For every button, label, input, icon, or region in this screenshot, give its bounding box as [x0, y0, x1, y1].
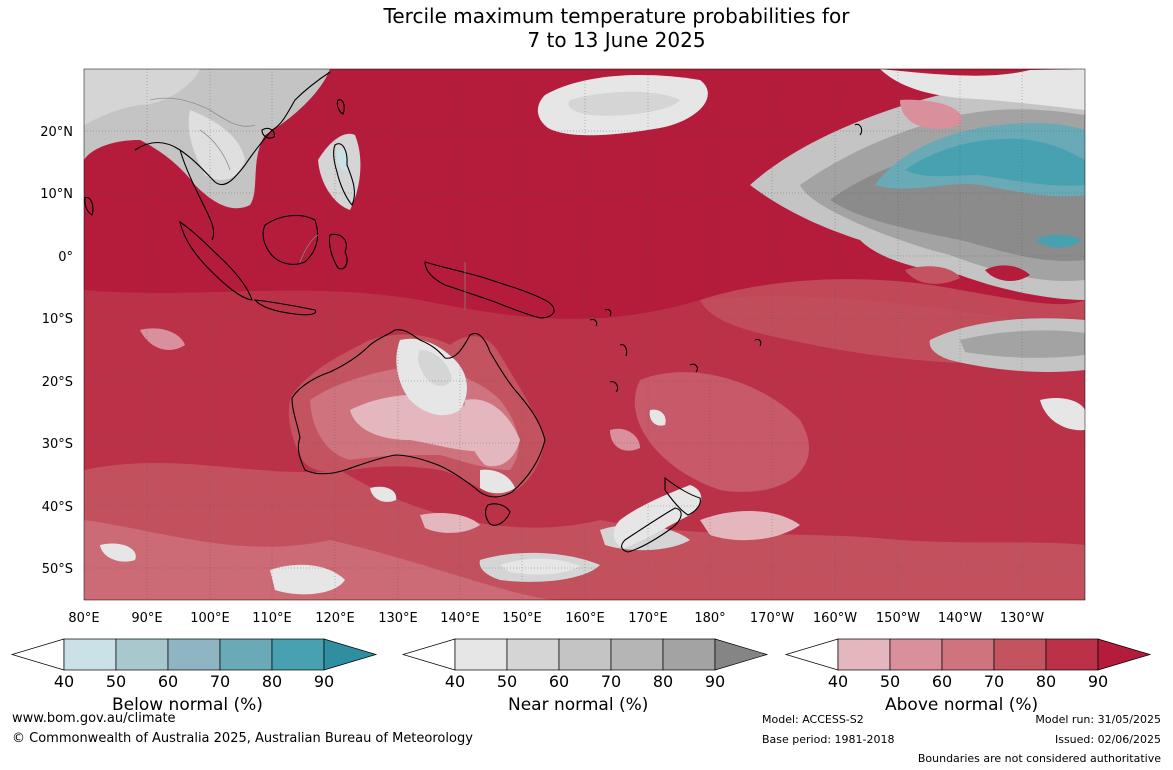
colorbar-above-tick: 60	[932, 672, 952, 691]
lon-label: 100°E	[190, 611, 230, 626]
colorbar-below-swatch	[115, 638, 169, 671]
lon-label: 140°E	[440, 611, 480, 626]
colorbar-above-swatch	[993, 638, 1047, 671]
colorbar-above-swatch	[889, 638, 943, 671]
model-run: Model run: 31/05/2025	[1035, 713, 1161, 726]
lat-label: 20°N	[40, 125, 73, 140]
colorbar-above-tick: 40	[828, 672, 848, 691]
title-line-1: Tercile maximum temperature probabilitie…	[383, 4, 850, 28]
colorbar-below-tick: 90	[314, 672, 334, 691]
colorbar-below-swatch	[167, 638, 221, 671]
title-line-2: 7 to 13 June 2025	[527, 28, 706, 52]
colorbar-above-tick: 50	[880, 672, 900, 691]
boundaries-disclaimer: Boundaries are not considered authoritat…	[917, 752, 1161, 765]
colorbar-label-above: Above normal (%)	[885, 695, 1039, 715]
colorbar-near-tick: 70	[601, 672, 621, 691]
colorbar-near-swatch	[610, 638, 664, 671]
lat-label: 10°S	[42, 312, 73, 327]
base-period: Base period: 1981-2018	[762, 733, 895, 746]
lat-label: 20°S	[42, 375, 73, 390]
colorbar-above-lower-extend	[784, 638, 839, 671]
colorbar-below-tick: 50	[106, 672, 126, 691]
colorbar-near-swatch	[662, 638, 716, 671]
colorbar-near-swatch	[558, 638, 612, 671]
lon-label: 80°E	[68, 611, 99, 626]
lon-label: 160°E	[565, 611, 605, 626]
colorbar-label-below: Below normal (%)	[112, 695, 263, 715]
model-name: Model: ACCESS-S2	[762, 713, 864, 726]
colorbar-below-swatch	[271, 638, 325, 671]
lat-label: 40°S	[42, 500, 73, 515]
colorbar-above-tick: 80	[1036, 672, 1056, 691]
lon-label: 150°E	[502, 611, 542, 626]
colorbar-near-lower-extend	[401, 638, 456, 671]
colorbar-above-tick: 90	[1088, 672, 1108, 691]
map-frame	[83, 68, 1086, 601]
lat-label: 10°N	[40, 187, 73, 202]
country-borders	[149, 97, 466, 310]
lon-label: 170°E	[628, 611, 668, 626]
map-title: Tercile maximum temperature probabilitie…	[0, 4, 1173, 52]
colorbar-below-swatch	[219, 638, 273, 671]
graticule	[84, 69, 1085, 600]
colorbar-label-near: Near normal (%)	[508, 695, 649, 715]
colorbar-near-upper-extend	[714, 638, 769, 671]
lon-label: 130°W	[1000, 611, 1044, 626]
lon-label: 90°E	[131, 611, 162, 626]
lat-label: 50°S	[42, 562, 73, 577]
issued-date: Issued: 02/06/2025	[1054, 733, 1161, 746]
lon-label: 130°E	[378, 611, 418, 626]
colorbar-near-swatch	[454, 638, 508, 671]
lon-label: 140°W	[938, 611, 982, 626]
colorbar-below-tick: 40	[54, 672, 74, 691]
colorbar-near-tick: 60	[549, 672, 569, 691]
website-link[interactable]: www.bom.gov.au/climate	[12, 711, 176, 726]
lat-label: 0°	[58, 250, 73, 265]
lon-label: 150°W	[876, 611, 920, 626]
colorbar-below-swatch	[63, 638, 117, 671]
longitude-labels: 80°E 90°E 100°E 110°E 120°E 130°E 140°E …	[68, 611, 1044, 626]
colorbar-above-swatch	[1045, 638, 1099, 671]
copyright-notice: © Commonwealth of Australia 2025, Austra…	[12, 731, 473, 746]
lon-label: 160°W	[813, 611, 857, 626]
colorbar-below-tick: 60	[158, 672, 178, 691]
lon-label: 120°E	[315, 611, 355, 626]
colorbars: 40 50 60 70 80 90 40 50 60 70 80 90 40 50 60 70 80 90	[10, 638, 1152, 691]
colorbar-below-tick: 80	[262, 672, 282, 691]
colorbar-above-swatch	[837, 638, 891, 671]
colorbar-below-upper-extend	[323, 638, 378, 671]
colorbar-below-tick: 70	[210, 672, 230, 691]
lon-label: 180°	[694, 611, 725, 626]
colorbar-near-tick: 80	[653, 672, 673, 691]
colorbar-near-tick: 90	[705, 672, 725, 691]
lat-label: 30°S	[42, 437, 73, 452]
probability-map	[84, 69, 1085, 600]
lon-label: 110°E	[252, 611, 292, 626]
colorbar-near-tick: 50	[497, 672, 517, 691]
coastlines	[84, 71, 863, 553]
colorbar-near-tick: 40	[445, 672, 465, 691]
latitude-labels: 20°N 10°N 0° 10°S 20°S 30°S 40°S 50°S	[40, 125, 73, 577]
lon-label: 170°W	[750, 611, 794, 626]
colorbar-above-swatch	[941, 638, 995, 671]
colorbar-above-tick: 70	[984, 672, 1004, 691]
colorbar-above-upper-extend	[1097, 638, 1152, 671]
colorbar-below-lower-extend	[10, 638, 65, 671]
colorbar-near-swatch	[506, 638, 560, 671]
